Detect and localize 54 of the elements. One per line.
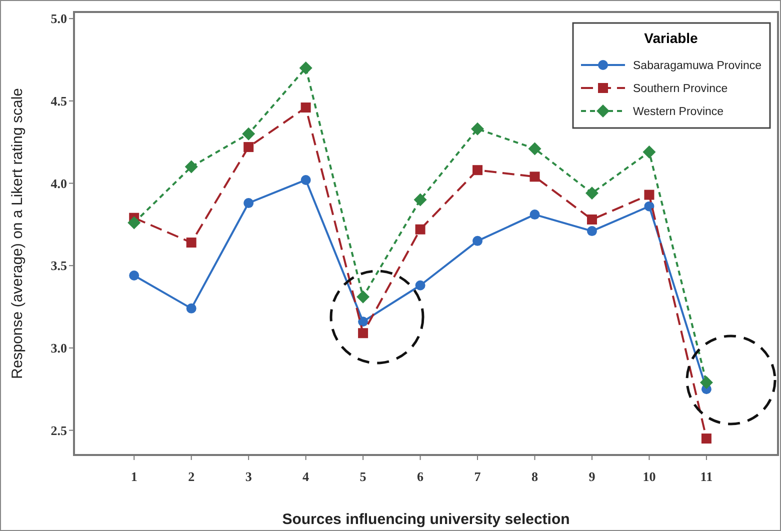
point bbox=[358, 316, 368, 327]
x-tick-label: 3 bbox=[245, 469, 252, 484]
point bbox=[642, 145, 656, 158]
x-tick-label: 5 bbox=[360, 469, 367, 484]
point bbox=[415, 280, 426, 290]
point bbox=[415, 224, 426, 234]
point bbox=[244, 142, 254, 152]
x-tick-label: 1 bbox=[130, 469, 138, 484]
y-tick-label: 4.0 bbox=[50, 176, 67, 191]
point bbox=[700, 376, 713, 390]
x-tick-label: 4 bbox=[302, 469, 310, 484]
legend-title: Variable bbox=[644, 30, 698, 46]
point bbox=[299, 61, 312, 74]
y-tick-label: 4.5 bbox=[50, 93, 68, 108]
point bbox=[186, 303, 196, 314]
point bbox=[644, 190, 654, 200]
legend-label: Sabaragamuwa Province bbox=[633, 60, 762, 72]
y-tick-label: 2.5 bbox=[50, 422, 68, 438]
point bbox=[530, 210, 540, 220]
point bbox=[472, 236, 483, 246]
point bbox=[184, 160, 198, 174]
point bbox=[528, 142, 542, 156]
point bbox=[414, 193, 427, 206]
legend-label: Western Province bbox=[633, 106, 724, 118]
point bbox=[129, 270, 140, 280]
x-axis-title: Sources influencing university selection bbox=[282, 511, 570, 528]
x-tick-label: 7 bbox=[474, 469, 482, 484]
point bbox=[356, 290, 370, 304]
y-tick-label: 3.0 bbox=[50, 340, 67, 356]
point bbox=[472, 165, 483, 176]
y-axis-title: Response (average) on a Likert rating scale bbox=[9, 88, 26, 379]
y-tick-label: 5.0 bbox=[50, 11, 67, 26]
point bbox=[471, 122, 484, 136]
point bbox=[128, 216, 141, 230]
point bbox=[586, 226, 597, 236]
point bbox=[186, 238, 196, 248]
point bbox=[244, 198, 254, 208]
point bbox=[358, 328, 368, 338]
x-tick-label: 9 bbox=[588, 469, 596, 484]
legend-label: Southern Province bbox=[633, 83, 728, 96]
point bbox=[585, 186, 598, 200]
x-tick-label: 10 bbox=[642, 469, 656, 484]
point bbox=[701, 434, 712, 444]
point bbox=[586, 214, 597, 224]
point bbox=[644, 201, 654, 212]
point bbox=[242, 127, 256, 140]
x-tick-label: 11 bbox=[700, 469, 713, 484]
x-tick-label: 2 bbox=[188, 469, 195, 484]
point bbox=[530, 172, 540, 182]
point bbox=[300, 102, 311, 113]
x-tick-label: 6 bbox=[417, 469, 424, 484]
y-tick-label: 3.5 bbox=[50, 258, 68, 274]
point bbox=[300, 174, 311, 185]
x-tick-label: 8 bbox=[532, 469, 538, 484]
